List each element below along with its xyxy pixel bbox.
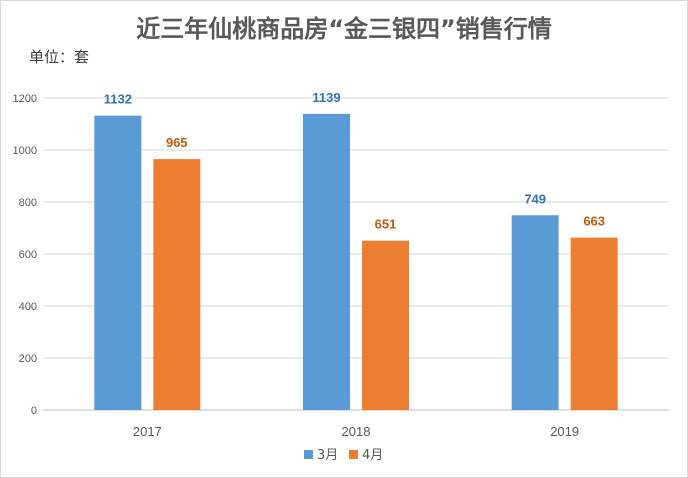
legend-swatch: [304, 450, 313, 459]
x-tick-label: 2018: [342, 424, 371, 439]
bar-4月-2019: [570, 237, 618, 410]
bar-3月-2017: [94, 115, 142, 411]
legend-swatch: [349, 450, 358, 459]
y-tick-label: 800: [19, 197, 37, 209]
data-label: 749: [524, 191, 546, 206]
y-tick-label: 400: [19, 301, 37, 313]
bar-4月-2017: [153, 159, 201, 410]
bar-4月-2018: [362, 240, 409, 410]
bar-3月-2019: [511, 215, 559, 410]
bar-3月-2018: [303, 113, 350, 411]
y-tick-label: 1200: [13, 93, 37, 105]
y-tick-label: 200: [19, 353, 37, 365]
y-tick-label: 600: [19, 249, 37, 261]
x-tick-label: 2017: [133, 424, 162, 439]
x-tick-label: 2019: [550, 424, 579, 439]
y-tick-label: 1000: [13, 145, 37, 157]
unit-label: 单位：套: [29, 48, 90, 66]
chart-title: 近三年仙桃商品房“金三银四”销售行情: [136, 15, 552, 43]
data-label: 1132: [104, 92, 132, 107]
legend-label: 4月: [362, 448, 383, 463]
legend-label: 3月: [317, 448, 338, 463]
data-label: 651: [375, 217, 397, 232]
y-tick-label: 0: [31, 405, 37, 417]
data-label: 965: [166, 135, 188, 150]
data-label: 1139: [312, 90, 340, 105]
data-label: 663: [583, 214, 605, 229]
